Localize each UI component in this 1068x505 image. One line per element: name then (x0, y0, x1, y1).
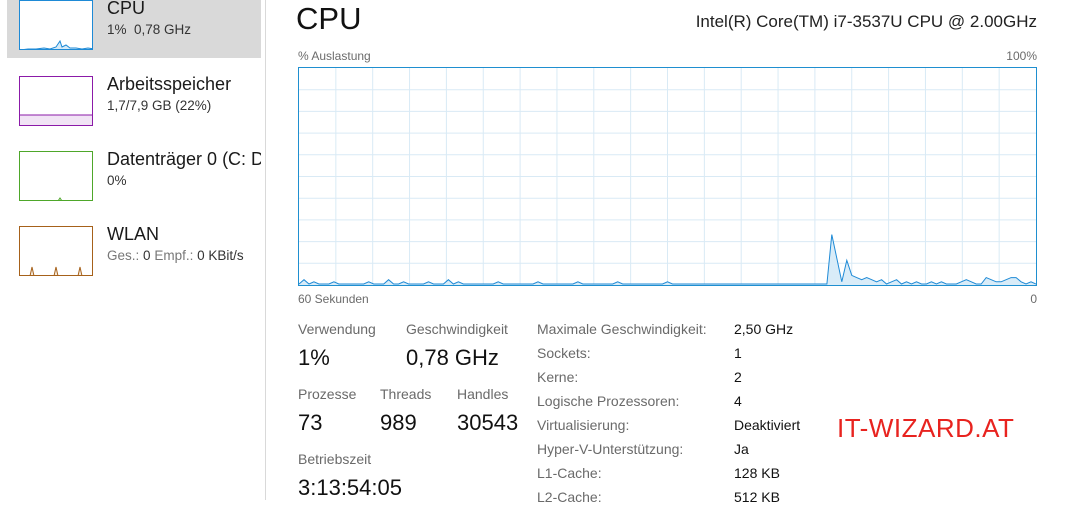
detail-value: Ja (734, 441, 749, 457)
detail-key: Hyper-V-Unterstützung: (537, 441, 684, 457)
uptime-label: Betriebszeit (298, 451, 372, 467)
handles-value: 30543 (457, 410, 519, 435)
detail-key: Maximale Geschwindigkeit: (537, 321, 707, 337)
detail-value: 512 KB (734, 489, 780, 505)
detail-value: 2,50 GHz (734, 321, 794, 337)
wlan-thumbnail-graph (19, 226, 93, 276)
detail-key: L1-Cache: (537, 465, 602, 481)
sidebar-item-cpu-sub: 1% 0,78 GHz (107, 22, 191, 37)
processes-label: Prozesse (298, 386, 357, 402)
usage-label: Verwendung (298, 321, 376, 337)
cpu-usage-graph-svg (298, 68, 1037, 285)
cpu-thumbnail-graph (19, 0, 93, 50)
sidebar-item-cpu[interactable]: CPU 1% 0,78 GHz (7, 0, 261, 58)
page-title: CPU (296, 1, 362, 36)
sidebar: CPU 1% 0,78 GHz Arbeitsspeicher 1,7/7,9 … (0, 0, 266, 500)
graph-x-left-label: 60 Sekunden (298, 292, 369, 306)
sidebar-item-memory[interactable]: Arbeitsspeicher 1,7/7,9 GB (22%) (7, 72, 261, 134)
detail-key: Kerne: (537, 369, 579, 385)
disk-thumbnail-graph (19, 151, 93, 201)
sidebar-item-memory-title: Arbeitsspeicher (107, 74, 232, 94)
graph-y-label: % Auslastung (298, 49, 371, 63)
cpu-usage-graph (298, 67, 1037, 286)
graph-y-max: 100% (1006, 49, 1037, 63)
detail-value: 128 KB (734, 465, 780, 481)
detail-key: Sockets: (537, 345, 591, 361)
detail-value: Deaktiviert (734, 417, 801, 433)
threads-value: 989 (380, 410, 417, 435)
handles-label: Handles (457, 386, 509, 402)
sidebar-item-disk-sub: 0% (107, 173, 127, 188)
sidebar-item-disk[interactable]: Datenträger 0 (C: D:) 0% (7, 147, 261, 209)
wlan-receive-value: 0 KBit/s (197, 248, 244, 263)
processes-value: 73 (298, 410, 323, 435)
uptime-value: 3:13:54:05 (298, 475, 402, 500)
sidebar-item-wlan[interactable]: WLAN Ges.: 0 Empf.: 0 KBit/s (7, 222, 261, 284)
wlan-receive-label: Empf.: (154, 248, 194, 263)
sidebar-item-cpu-title: CPU (107, 0, 146, 18)
processor-name: Intel(R) Core(TM) i7-3537U CPU @ 2.00GHz (695, 12, 1037, 31)
detail-value: 2 (734, 369, 742, 385)
sidebar-item-disk-title: Datenträger 0 (C: D:) (107, 149, 261, 169)
detail-value: 4 (734, 393, 742, 409)
memory-thumbnail-graph (19, 76, 93, 126)
detail-key: L2-Cache: (537, 489, 602, 505)
speed-label: Geschwindigkeit (406, 321, 508, 337)
wlan-send-label: Ges.: (107, 248, 140, 263)
cpu-usage-sub: 1% (107, 22, 127, 37)
threads-label: Threads (380, 386, 432, 402)
sidebar-item-memory-sub: 1,7/7,9 GB (22%) (107, 98, 212, 113)
watermark-text: IT-WIZARD.AT (837, 413, 1015, 443)
wlan-send-value: 0 (143, 248, 151, 263)
speed-value: 0,78 GHz (406, 345, 499, 370)
usage-value: 1% (298, 345, 330, 370)
cpu-detail-panel: CPU Intel(R) Core(TM) i7-3537U CPU @ 2.0… (265, 0, 1068, 505)
detail-value: 1 (734, 345, 742, 361)
sidebar-item-wlan-sub: Ges.: 0 Empf.: 0 KBit/s (107, 248, 244, 263)
detail-key: Virtualisierung: (537, 417, 630, 433)
sidebar-item-wlan-title: WLAN (107, 224, 160, 244)
cpu-usage-line (298, 234, 1037, 285)
detail-key: Logische Prozessoren: (537, 393, 680, 409)
graph-x-right-label: 0 (1030, 292, 1037, 306)
cpu-speed-sub: 0,78 GHz (134, 22, 192, 37)
